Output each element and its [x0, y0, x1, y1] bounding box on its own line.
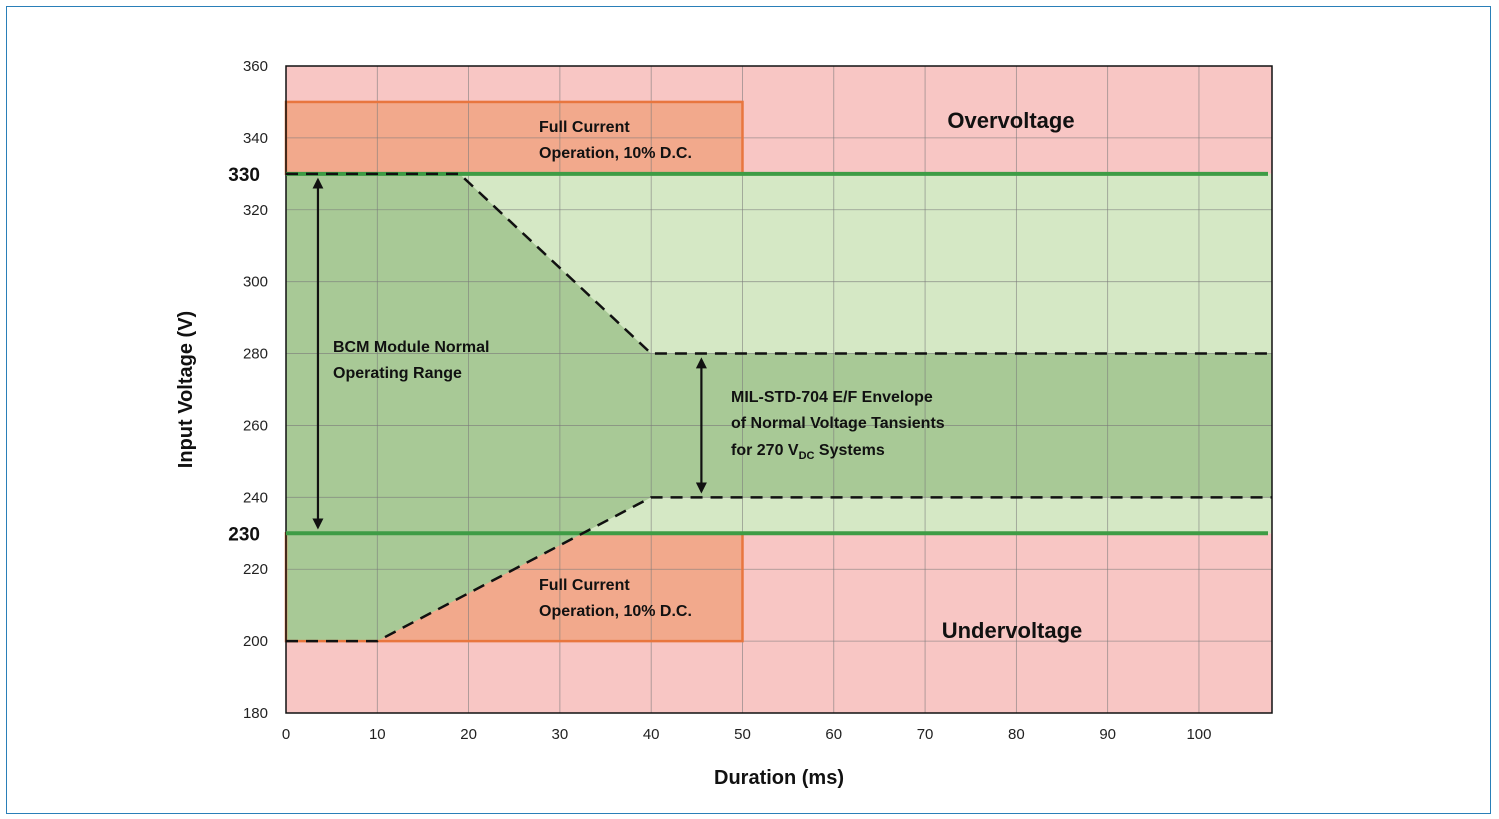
x-tick-label-0: 0: [282, 726, 290, 743]
y-tick-label-260: 260: [243, 417, 268, 434]
x-tick-label-50: 50: [734, 726, 751, 743]
x-tick-label-60: 60: [825, 726, 842, 743]
plot-frame: [285, 65, 1273, 714]
full-current-lower-label-1: Full Current: [539, 577, 630, 594]
mil-std-label-line-1: MIL-STD-704 E/F Envelope: [731, 389, 933, 406]
x-tick-label-80: 80: [1008, 726, 1025, 743]
y-tick-label-220: 220: [243, 561, 268, 578]
figure-frame: [6, 6, 1491, 814]
full-current-upper-label-2: Operation, 10% D.C.: [539, 145, 692, 162]
y-tick-label-emph-330: 330: [228, 165, 260, 186]
undervoltage-label: Undervoltage: [942, 618, 1083, 643]
y-tick-label-320: 320: [243, 202, 268, 219]
x-tick-label-100: 100: [1186, 726, 1211, 743]
mil-std-label-line-3: for 270 VDC Systems: [731, 442, 885, 462]
full-current-lower-label-2: Operation, 10% D.C.: [539, 603, 692, 620]
envelope-lower-line: [286, 496, 1272, 643]
full-current-upper-label-1: Full Current: [539, 119, 630, 136]
envelope-area: [286, 173, 1272, 642]
envelope-upper-line: [286, 172, 1272, 355]
x-tick-label-30: 30: [552, 726, 569, 743]
x-tick-label-10: 10: [369, 726, 386, 743]
y-tick-label-280: 280: [243, 346, 268, 363]
y-tick-label-200: 200: [243, 633, 268, 650]
x-tick-label-90: 90: [1099, 726, 1116, 743]
x-tick-label-40: 40: [643, 726, 660, 743]
overvoltage-label: Overvoltage: [947, 108, 1074, 133]
y-tick-label-240: 240: [243, 489, 268, 506]
mil-std-label-line-2: of Normal Voltage Tansients: [731, 415, 945, 432]
y-tick-label-340: 340: [243, 130, 268, 147]
bcm-label-line-2: Operating Range: [333, 365, 462, 382]
y-tick-label-300: 300: [243, 274, 268, 291]
x-tick-label-20: 20: [460, 726, 477, 743]
y-tick-label-180: 180: [243, 705, 268, 722]
bcm-label-line-1: BCM Module Normal: [333, 339, 489, 356]
x-axis-label: Duration (ms): [714, 767, 844, 789]
y-axis-label: Input Voltage (V): [175, 311, 197, 468]
y-tick-label-emph-230: 230: [228, 524, 260, 545]
x-tick-label-70: 70: [917, 726, 934, 743]
y-tick-label-360: 360: [243, 58, 268, 75]
